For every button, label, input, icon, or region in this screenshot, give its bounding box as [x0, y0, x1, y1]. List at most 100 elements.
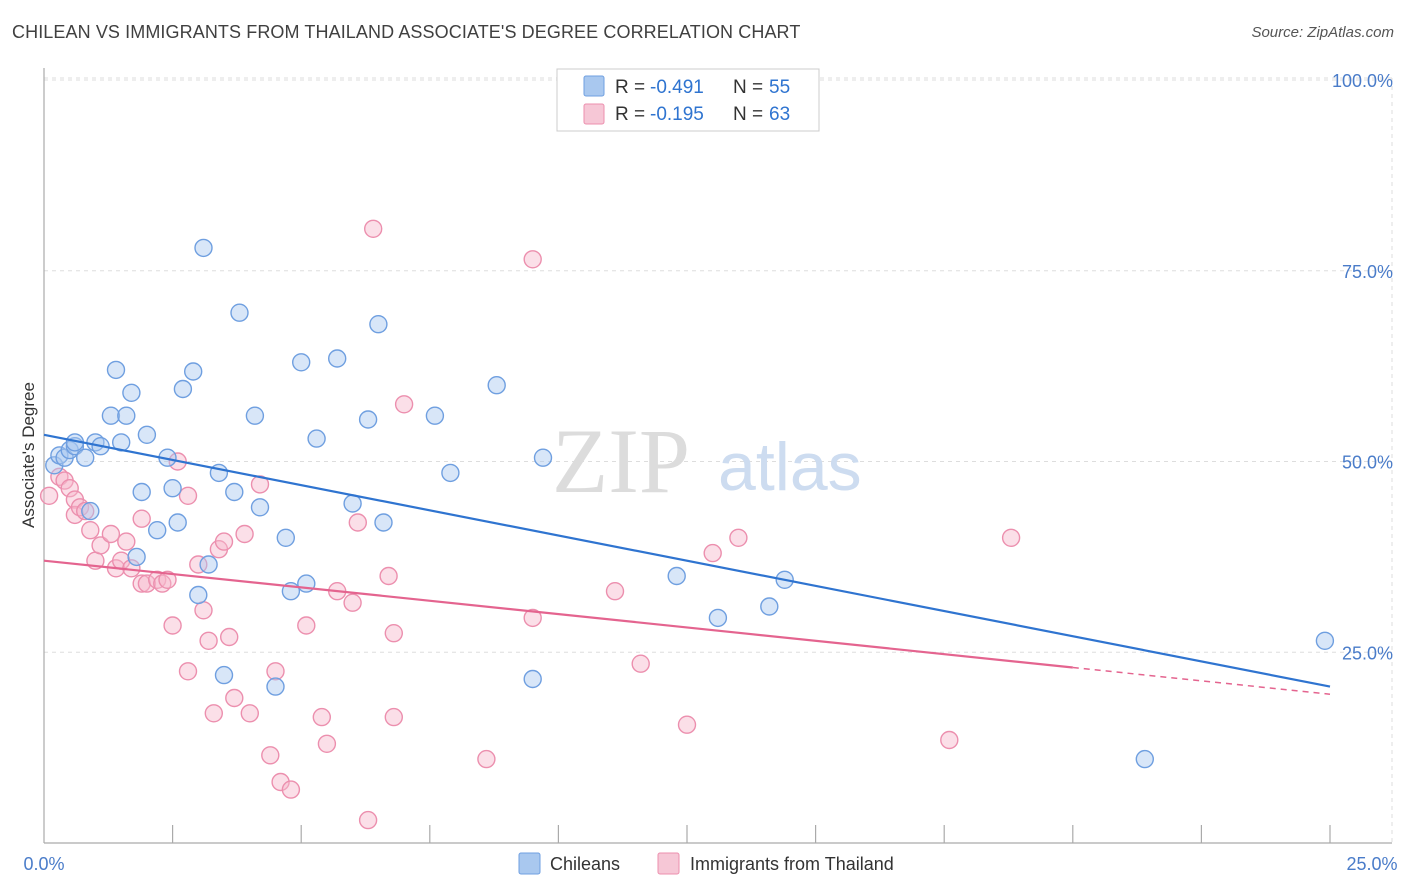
series-legend-swatch-thailand	[657, 852, 680, 875]
legend-r-value-chileans: -0.491	[650, 77, 704, 98]
point-thailand-8	[81, 521, 100, 540]
trend-line-thailand	[43, 559, 1073, 669]
point-chilean-53	[1135, 749, 1155, 769]
data-points	[39, 219, 1335, 830]
point-thailand-48	[364, 219, 383, 239]
watermark: ZIP atlas	[552, 410, 862, 512]
point-chilean-33	[266, 677, 285, 696]
x-tick-label-0: 0.0%	[23, 854, 64, 874]
point-chilean-40	[343, 494, 362, 513]
point-thailand-54	[523, 250, 542, 269]
source-credit: Source: ZipAtlas.com	[1251, 24, 1394, 41]
point-chilean-43	[374, 513, 393, 532]
legend-stats-box: R = -0.491 N = 55 R = -0.195 N = 63	[556, 68, 820, 132]
point-chilean-17	[137, 425, 157, 444]
point-thailand-57	[631, 654, 650, 673]
y-tick-label-0: 25.0%	[1342, 643, 1393, 663]
series-legend-label-thailand: Immigrants from Thailand	[690, 854, 894, 874]
point-thailand-47	[358, 810, 378, 830]
point-thailand-45	[343, 593, 362, 612]
point-chilean-6	[75, 448, 95, 467]
point-chilean-49	[667, 566, 686, 586]
point-chilean-18	[147, 521, 167, 540]
point-thailand-21	[158, 570, 177, 589]
point-thailand-18	[137, 574, 157, 593]
point-chilean-31	[245, 406, 265, 425]
point-thailand-7	[75, 501, 95, 521]
series-legend: Chileans Immigrants from Thailand	[518, 852, 894, 875]
point-thailand-59	[703, 543, 722, 563]
point-thailand-49	[379, 566, 398, 586]
point-chilean-14	[122, 383, 141, 402]
point-chilean-26	[199, 555, 218, 574]
point-chilean-44	[425, 406, 445, 425]
point-thailand-60	[729, 528, 748, 547]
point-chilean-50	[708, 608, 728, 628]
point-chilean-41	[358, 410, 378, 429]
legend-swatch-chileans	[583, 75, 605, 97]
point-thailand-55	[523, 608, 542, 628]
y-tick-label-3: 100.0%	[1332, 71, 1393, 91]
point-thailand-31	[214, 532, 234, 551]
point-thailand-26	[189, 555, 208, 574]
series-legend-label-chileans: Chileans	[550, 854, 620, 874]
point-thailand-0	[39, 486, 59, 505]
series-legend-swatch-chileans	[518, 852, 541, 875]
y-tick-label-1: 50.0%	[1342, 453, 1393, 473]
trend-line-thailand-extension	[1072, 666, 1331, 695]
watermark-atlas: atlas	[718, 429, 862, 505]
x-tick-label-1: 25.0%	[1346, 854, 1397, 874]
legend-r-label-thailand: R =	[615, 104, 645, 125]
legend-r-value-thailand: -0.195	[650, 104, 704, 125]
y-tick-label-2: 75.0%	[1342, 262, 1393, 282]
point-thailand-61	[940, 730, 959, 750]
point-thailand-10	[91, 536, 110, 555]
point-thailand-46	[348, 513, 367, 532]
legend-r-label-chileans: R =	[615, 77, 645, 98]
point-thailand-38	[266, 662, 285, 681]
point-thailand-62	[1001, 528, 1021, 547]
point-chilean-46	[487, 376, 506, 395]
legend-n-label-thailand: N =	[733, 104, 763, 125]
point-chilean-10	[101, 406, 121, 425]
point-thailand-3	[60, 479, 79, 498]
point-chilean-0	[45, 456, 64, 475]
point-thailand-32	[219, 627, 239, 647]
point-thailand-24	[178, 486, 198, 505]
legend-n-label-chileans: N =	[733, 77, 763, 98]
point-chilean-30	[230, 303, 249, 322]
point-chilean-23	[183, 362, 203, 381]
point-thailand-34	[235, 524, 254, 544]
trend-lines	[43, 433, 1331, 695]
point-thailand-41	[297, 616, 316, 635]
chart-title: CHILEAN VS IMMIGRANTS FROM THAILAND ASSO…	[12, 22, 801, 42]
point-chilean-11	[106, 360, 126, 380]
point-chilean-20	[163, 479, 182, 498]
point-thailand-35	[240, 704, 260, 723]
point-thailand-28	[199, 631, 218, 650]
point-thailand-17	[132, 509, 151, 528]
point-thailand-14	[117, 532, 136, 551]
point-chilean-34	[276, 528, 295, 547]
trend-line-chileans	[43, 433, 1331, 688]
point-chilean-51	[760, 597, 779, 616]
point-thailand-27	[194, 601, 213, 620]
point-thailand-52	[394, 395, 414, 414]
point-thailand-56	[605, 582, 625, 601]
point-thailand-22	[163, 616, 182, 635]
point-thailand-51	[384, 707, 403, 727]
point-chilean-32	[250, 498, 270, 517]
point-chilean-48	[533, 448, 553, 467]
point-chilean-28	[214, 665, 234, 685]
point-thailand-50	[384, 624, 403, 643]
legend-swatch-thailand	[583, 103, 605, 125]
point-thailand-40	[281, 780, 301, 799]
axes: 25.0% 50.0% 75.0% 100.0% 0.0% 25.0%	[23, 68, 1398, 874]
point-thailand-29	[204, 704, 224, 723]
point-thailand-25	[178, 662, 198, 681]
point-chilean-7	[81, 501, 100, 521]
point-chilean-16	[132, 482, 151, 502]
point-chilean-42	[369, 315, 388, 334]
point-chilean-39	[328, 349, 347, 368]
